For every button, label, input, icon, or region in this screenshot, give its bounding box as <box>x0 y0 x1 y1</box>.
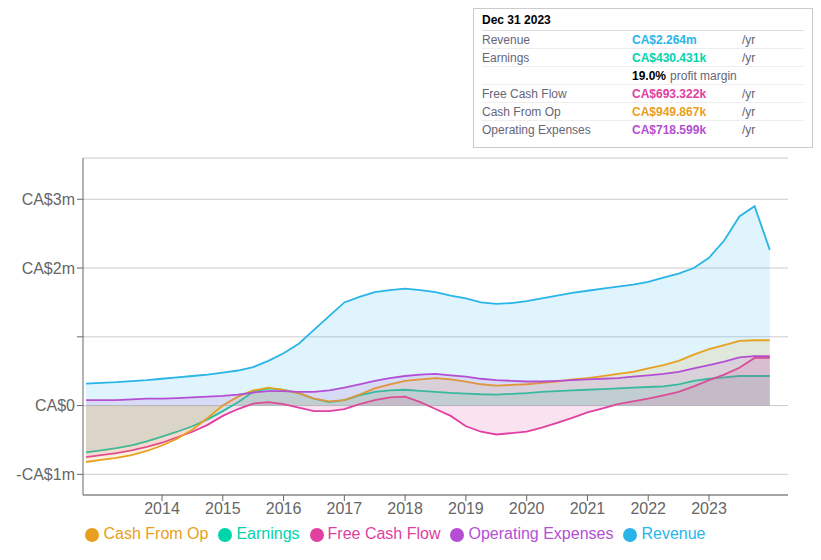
html-text:CA$693.322k: CA$693.322k <box>632 86 707 101</box>
html-text:CA$949.867k: CA$949.867k <box>632 104 707 119</box>
html-text:Revenue: Revenue <box>482 32 530 47</box>
svg-text:2014: 2014 <box>144 500 180 517</box>
svg-text:CA$2m: CA$2m <box>22 260 75 277</box>
svg-text:2022: 2022 <box>630 500 666 517</box>
html-text:/yr: /yr <box>742 32 756 47</box>
html-text:CA$430.431k: CA$430.431k <box>632 50 707 65</box>
html-text:/yr: /yr <box>742 104 756 119</box>
html-text:/yr: /yr <box>742 50 756 65</box>
svg-text:2023: 2023 <box>691 500 727 517</box>
html-text:Dec 31 2023: Dec 31 2023 <box>482 13 551 27</box>
html-text:Cash From Op: Cash From Op <box>103 525 209 542</box>
html-text:19.0% profit margin: 19.0% profit margin <box>632 68 737 83</box>
html-text:Free Cash Flow: Free Cash Flow <box>482 86 567 101</box>
svg-text:CA$0: CA$0 <box>35 397 75 414</box>
html-text:Operating Expenses: Operating Expenses <box>468 525 614 542</box>
svg-text:CA$3m: CA$3m <box>22 191 75 208</box>
svg-text:2016: 2016 <box>266 500 302 517</box>
html-text:CA$2.264m: CA$2.264m <box>632 32 697 47</box>
svg-text:2020: 2020 <box>509 500 545 517</box>
html-text:Free Cash Flow: Free Cash Flow <box>327 525 441 542</box>
html-text:Cash From Op: Cash From Op <box>482 104 561 119</box>
html-text:Earnings: Earnings <box>236 525 300 542</box>
svg-text:2017: 2017 <box>327 500 363 517</box>
html-text:CA$718.599k: CA$718.599k <box>632 122 707 137</box>
svg-text:2021: 2021 <box>570 500 606 517</box>
html-text:Earnings: Earnings <box>482 50 530 65</box>
html-text:Operating Expenses: Operating Expenses <box>482 122 591 137</box>
svg-text:2018: 2018 <box>387 500 423 517</box>
html-text:/yr: /yr <box>742 86 756 101</box>
svg-text:-CA$1m: -CA$1m <box>16 466 75 483</box>
svg-text:2019: 2019 <box>448 500 484 517</box>
html-text:/yr: /yr <box>742 122 756 137</box>
html-text:Revenue: Revenue <box>641 525 706 542</box>
svg-text:2015: 2015 <box>205 500 241 517</box>
